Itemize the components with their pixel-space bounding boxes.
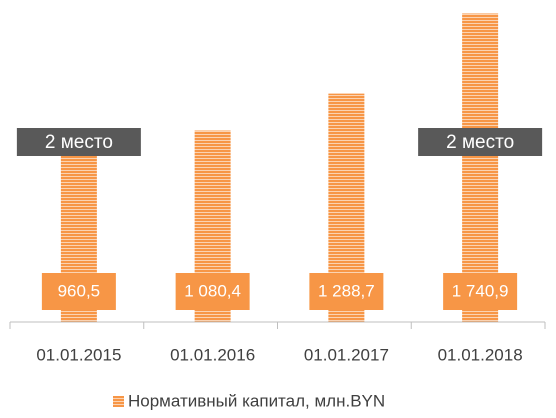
rank-label-box <box>418 128 543 156</box>
x-tick-label: 01.01.2015 <box>36 345 121 364</box>
value-label: 960,5 <box>58 281 101 300</box>
value-label-box <box>41 273 116 310</box>
bar <box>462 13 499 322</box>
value-label: 1 080,4 <box>184 281 241 300</box>
rank-label: 2 место <box>446 132 514 153</box>
legend-marker <box>113 396 124 407</box>
value-label-box <box>309 273 384 310</box>
rank-label-box <box>16 128 141 156</box>
x-tick-label: 01.01.2018 <box>438 345 523 364</box>
x-tick-label: 01.01.2017 <box>304 345 389 364</box>
value-label-box <box>443 273 518 310</box>
x-tick-label: 01.01.2016 <box>170 345 255 364</box>
value-label-box <box>175 273 250 310</box>
value-label: 1 288,7 <box>318 281 375 300</box>
value-label: 1 740,9 <box>452 281 509 300</box>
rank-label: 2 место <box>45 132 113 153</box>
legend-label: Нормативный капитал, млн.BYN <box>128 391 385 410</box>
